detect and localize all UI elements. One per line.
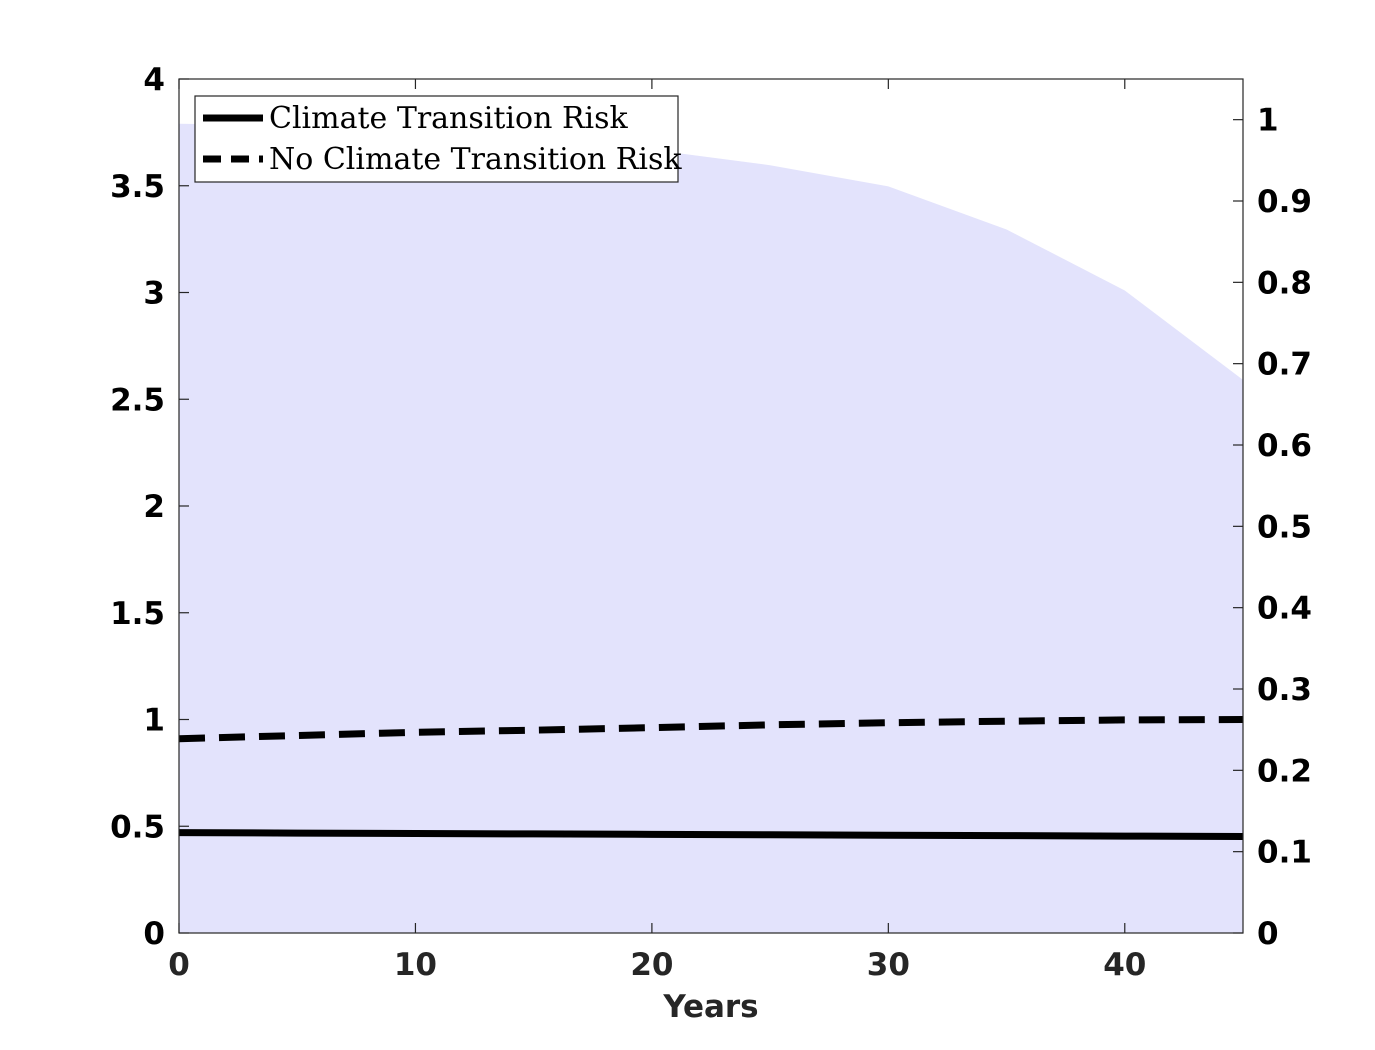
x-axis-title: Years (662, 989, 758, 1025)
legend: Climate Transition Risk No Climate Transi… (194, 95, 682, 183)
y2-tick-label: 0.5 (1257, 509, 1312, 545)
x-tick-label: 0 (168, 947, 190, 983)
y-tick-label: 1.5 (110, 596, 165, 632)
y-tick-label: 0.5 (110, 809, 165, 845)
y2-tick-label: 0.3 (1257, 672, 1312, 708)
x-tick-label: 30 (867, 947, 910, 983)
y2-tick-label: 0.9 (1257, 184, 1312, 220)
x-tick-label: 20 (630, 947, 673, 983)
y2-tick-label: 0.4 (1257, 591, 1312, 627)
series-line-no-climate-transition-risk (178, 716, 1244, 743)
y-tick-label: 3 (143, 276, 165, 312)
y-tick-label: 4 (143, 62, 165, 98)
legend-label: No Climate Transition Risk (269, 142, 682, 177)
y2-tick-label: 0.1 (1257, 835, 1312, 871)
legend-label: Climate Transition Risk (269, 101, 629, 136)
axes: 0 10 20 30 4000.511.522.533.5400.10.20.30.40… (110, 62, 1312, 983)
legend-box (194, 95, 679, 183)
y2-tick-label: 0 (1257, 916, 1279, 952)
series-line-climate-transition-risk (178, 829, 1244, 840)
x-tick-label: 10 (394, 947, 437, 983)
shaded-area (179, 123, 1243, 933)
y-tick-label: 2.5 (110, 382, 165, 418)
y-tick-label: 1 (143, 703, 165, 739)
plot-area (178, 123, 1244, 933)
y2-tick-label: 0.2 (1257, 753, 1312, 789)
x-tick-label: 40 (1103, 947, 1146, 983)
y2-tick-label: 1 (1257, 103, 1279, 139)
y-tick-label: 0 (143, 916, 165, 952)
y2-tick-label: 0.7 (1257, 347, 1312, 383)
y2-tick-label: 0.6 (1257, 428, 1312, 464)
y2-tick-label: 0.8 (1257, 265, 1312, 301)
y-tick-label: 3.5 (110, 169, 165, 205)
y-tick-label: 2 (143, 489, 165, 525)
